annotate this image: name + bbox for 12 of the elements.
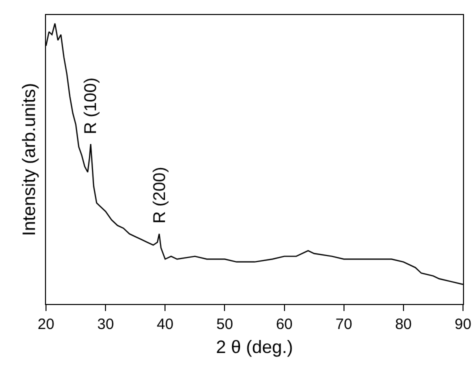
x-tick-label: 60 (276, 316, 293, 334)
annotation: R (200) (150, 166, 169, 224)
x-tick-label: 90 (454, 316, 472, 334)
x-tick-label: 50 (216, 316, 234, 334)
y-axis-title: Intensity (arb.units) (19, 82, 40, 236)
x-tick-label: 30 (97, 316, 114, 334)
x-tick-label: 40 (156, 316, 174, 334)
x-axis-title: 2 θ (deg.) (216, 337, 294, 358)
x-tick-label: 70 (336, 316, 352, 334)
x-tick-label: 20 (38, 316, 54, 334)
x-tick-label: 80 (395, 316, 412, 334)
annotation: R (100) (81, 78, 100, 134)
